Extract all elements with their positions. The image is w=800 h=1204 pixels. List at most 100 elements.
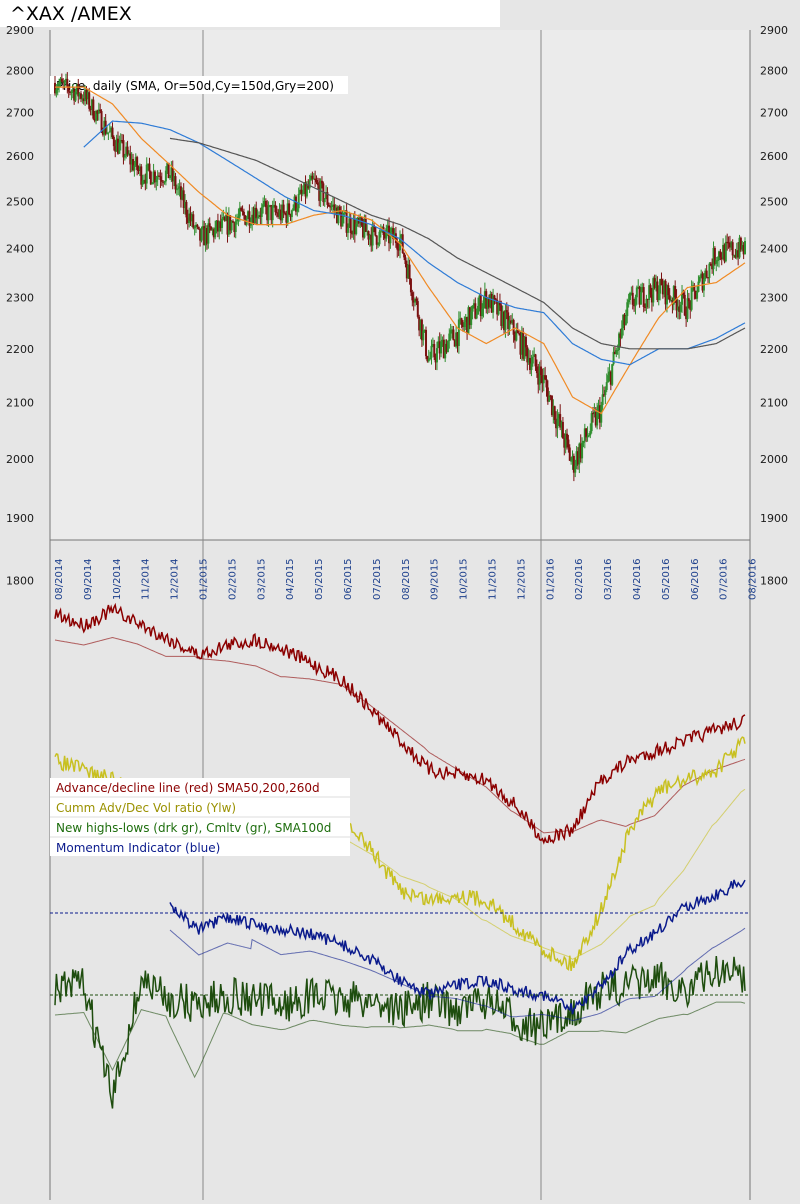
candle-body xyxy=(318,185,321,201)
candle-body xyxy=(544,375,547,380)
candle-body xyxy=(656,281,659,301)
candle-body xyxy=(713,247,716,264)
candle-body xyxy=(125,146,128,156)
candle-body xyxy=(579,443,582,459)
candle-body xyxy=(503,311,506,331)
candle-body xyxy=(231,221,234,223)
candle-body xyxy=(201,226,204,229)
candle-body xyxy=(707,277,710,279)
candle-body xyxy=(470,311,473,326)
candle-body xyxy=(555,420,558,429)
candle-body xyxy=(169,175,171,179)
candle-body xyxy=(434,357,437,363)
candle-body xyxy=(727,242,730,244)
candle-body xyxy=(527,357,530,363)
candle-body xyxy=(158,175,161,177)
candle-body xyxy=(188,213,191,223)
candle-body xyxy=(433,344,436,358)
candle-body xyxy=(185,201,188,218)
y-axis-ticks: 2900 2900 2800 2800 2700 2700 2600 2600 2500 2500… xyxy=(6,24,788,587)
chart-title: ^XAX /AMEX xyxy=(10,3,132,25)
candle-body xyxy=(437,341,440,349)
candle-body xyxy=(693,285,696,291)
candle-body xyxy=(73,89,76,101)
candle-body xyxy=(615,350,618,355)
candle-body xyxy=(240,207,243,211)
candle-body xyxy=(634,297,637,307)
candle-body xyxy=(159,176,162,181)
candle-body xyxy=(479,295,482,317)
candle-body xyxy=(110,127,113,132)
candle-body xyxy=(364,218,367,232)
candle-body xyxy=(572,455,575,473)
candle-body xyxy=(279,209,282,221)
candle-body xyxy=(86,92,89,100)
candle-body xyxy=(152,171,155,183)
candle-body xyxy=(266,207,269,221)
candle-body xyxy=(97,109,100,114)
candle-body xyxy=(535,366,538,374)
candle-body xyxy=(504,310,507,331)
candle-body xyxy=(132,159,135,171)
candle-body xyxy=(672,286,675,305)
candle-body xyxy=(114,146,117,152)
candle-body xyxy=(442,339,445,359)
candle-body xyxy=(705,270,708,278)
candle-body xyxy=(349,218,352,234)
candle-body xyxy=(524,336,527,348)
candle-body xyxy=(624,316,627,325)
candle-body xyxy=(739,237,742,250)
candle-body xyxy=(511,319,514,323)
candle-body xyxy=(236,219,239,222)
candle-body xyxy=(453,340,456,347)
candle-body xyxy=(563,438,566,448)
candle-body xyxy=(529,357,532,371)
candle-body xyxy=(140,166,143,185)
candle-body xyxy=(715,260,718,264)
candle-body xyxy=(207,223,210,244)
candle-body xyxy=(259,215,262,217)
candle-body xyxy=(147,163,150,165)
x-tick-label: 09/2014 xyxy=(83,558,94,600)
candle-body xyxy=(449,330,452,334)
candle-body xyxy=(650,294,653,303)
candle-body xyxy=(115,138,118,152)
candle-body xyxy=(341,216,344,227)
x-tick-label: 01/2016 xyxy=(545,558,556,600)
candle-body xyxy=(262,204,265,208)
x-tick-label: 03/2016 xyxy=(603,558,614,600)
y-tick-label-right: 2800 xyxy=(760,64,788,77)
x-axis-labels: 08/2014 09/2014 10/2014 11/2014 12/2014 01/20… xyxy=(54,558,759,600)
candle-body xyxy=(412,300,415,303)
y-tick-label-right: 2300 xyxy=(760,292,788,305)
candle-body xyxy=(676,306,679,311)
candle-body xyxy=(397,249,400,251)
candle-body xyxy=(362,225,365,238)
candle-body xyxy=(653,278,656,288)
candle-body xyxy=(229,215,232,231)
candle-body xyxy=(175,189,178,191)
candle-body xyxy=(210,226,213,231)
candle-body xyxy=(301,193,304,195)
y-tick-label-left: 2600 xyxy=(6,150,34,163)
candle-body xyxy=(233,222,236,232)
candle-body xyxy=(542,375,545,384)
candle-body xyxy=(708,263,711,278)
x-tick-label: 09/2015 xyxy=(430,558,441,600)
candle-body xyxy=(445,343,448,353)
x-tick-label: 05/2015 xyxy=(314,558,325,600)
candle-body xyxy=(54,82,56,94)
candle-body xyxy=(392,228,395,240)
x-tick-label: 12/2014 xyxy=(170,558,181,600)
candle-body xyxy=(459,318,462,320)
candle-body xyxy=(570,460,573,462)
candle-body xyxy=(427,359,430,362)
legend-highs-lows: New highs-lows (drk gr), Cmltv (gr), SMA… xyxy=(56,821,331,835)
candle-body xyxy=(456,332,459,347)
candle-body xyxy=(56,87,59,90)
candle-body xyxy=(377,244,380,246)
candle-body xyxy=(77,83,80,97)
candle-body xyxy=(661,285,664,295)
candle-body xyxy=(583,428,586,441)
candle-body xyxy=(623,314,626,325)
